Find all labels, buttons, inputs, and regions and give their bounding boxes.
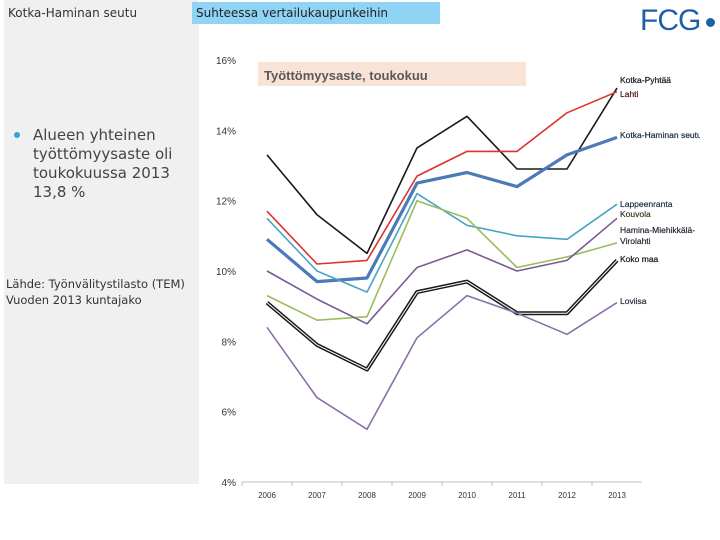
bullet-icon [14,132,20,138]
tab-region[interactable]: Kotka-Haminan seutu [8,6,138,20]
fcg-logo: FCG [640,4,701,37]
legend-label: Kotka-Pyhtää [620,75,671,85]
summary-bullet: Alueen yhteinen työttömyysaste oli touko… [14,126,194,202]
logo-dot-icon [706,18,715,27]
legend-label: Kotka-Haminan seutu [620,130,700,140]
series-line-kotka-pyht [266,87,618,255]
x-tick-label: 2006 [258,491,276,498]
source-line: Lähde: Työnvälitystilasto (TEM) [6,277,185,291]
legend-label: Lappeenranta [620,199,673,209]
legend-label: Virolahti [620,236,651,246]
sidebar-panel [4,0,199,484]
x-tick-label: 2007 [308,491,326,498]
legend-label: Loviisa [620,296,647,306]
series-line-kouvola [266,199,618,322]
series-line-lappeenranta [266,192,618,293]
municipality-note: Vuoden 2013 kuntajako [6,293,142,307]
series-line-kotka-haminan-seutu [265,135,618,284]
series-line-koko-maa [265,259,619,372]
series-line-hamina-miehikk-l-virolahti [266,217,618,325]
legend-label: Koko maa [620,254,659,264]
y-tick-label: 14% [216,126,236,137]
y-tick-label: 6% [222,408,237,419]
series-line-lahti [266,90,618,265]
legend-label: Lahti [620,89,639,99]
source-note: Lähde: Työnvälitystilasto (TEM) Vuoden 2… [6,276,201,308]
y-tick-label: 16% [216,56,236,67]
chart-title-background [258,62,526,86]
x-tick-label: 2009 [408,491,426,498]
x-tick-label: 2013 [608,491,626,498]
y-tick-label: 10% [216,267,236,278]
y-tick-label: 4% [222,478,237,489]
x-tick-label: 2011 [508,491,526,498]
y-tick-label: 12% [216,197,236,208]
y-tick-label: 8% [222,337,237,348]
legend-label: Kouvola [620,209,651,219]
x-tick-label: 2012 [558,491,576,498]
tab-comparison[interactable]: Suhteessa vertailukaupunkeihin [192,2,440,24]
legend-label: Hamina-Miehikkälä- [620,225,695,235]
series-line-koko-maa-inner [266,260,618,370]
series-line-loviisa [266,294,618,431]
x-tick-label: 2008 [358,491,376,498]
chart-title: Työttömyysaste, toukokuu [264,68,428,83]
summary-text: Alueen yhteinen työttömyysaste oli touko… [33,126,173,201]
x-tick-label: 2010 [458,491,476,498]
unemployment-line-chart: Työttömyysaste, toukokuu 16% 14% 12% 10% 8% 6%… [216,56,700,498]
